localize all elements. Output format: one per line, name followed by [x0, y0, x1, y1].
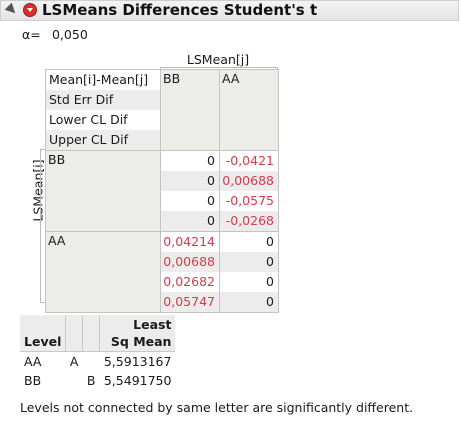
alpha-label: α= — [22, 27, 41, 42]
least-sq-mean-cell: 5,5913167 — [103, 354, 172, 369]
letter-cell: A — [69, 354, 79, 369]
corner-stat-label: Upper CL Dif — [46, 130, 160, 150]
column-header-cell: AA — [219, 69, 279, 151]
table-row: AA A 5,5913167 — [20, 352, 175, 372]
footnote: Levels not connected by same letter are … — [20, 400, 414, 415]
cell-value: 0,05747 — [161, 292, 219, 312]
column-header-cell: BB — [160, 69, 220, 151]
table-header-row: Mean[i]-Mean[j] Std Err Dif Lower CL Dif… — [45, 69, 279, 151]
level-cell: AA — [24, 354, 42, 369]
corner-stat-label: Mean[i]-Mean[j] — [49, 72, 149, 87]
cell-value: 0 — [220, 292, 278, 312]
cell-value: 0 — [161, 171, 219, 191]
level-cell: BB — [24, 373, 42, 388]
table-row: BB B 5,5491750 — [20, 371, 175, 390]
data-cell: 0,04214 0,00688 0,02682 0,05747 — [160, 231, 220, 313]
cell-value: 0,04214 — [163, 234, 215, 249]
letter-column-header — [65, 315, 83, 352]
corner-stat-label: Lower CL Dif — [49, 112, 128, 127]
column-header-label: LSMean[j] — [186, 52, 250, 67]
alpha-value: 0,050 — [52, 27, 88, 42]
row-header-bracket — [40, 149, 46, 303]
red-triangle-menu-icon[interactable] — [23, 3, 37, 17]
cell-value: 0 — [207, 153, 215, 168]
level-column-header: Level — [20, 315, 66, 352]
cell-value: 0,00688 — [220, 171, 278, 191]
connecting-letters-table: Level Least Sq Mean AA A 5,5913167 BB B … — [20, 315, 176, 390]
letter-cell — [83, 352, 100, 372]
least-label: Least — [133, 317, 172, 332]
table-row: AA 0,04214 0,00688 0,02682 0,05747 0 0 0… — [45, 231, 279, 313]
corner-stat-label: Std Err Dif — [46, 90, 160, 110]
table-header-row: Level Least Sq Mean — [20, 315, 176, 352]
cell-value: 0 — [207, 193, 215, 208]
letter-column-header — [82, 315, 100, 352]
data-cell: -0,0421 0,00688 -0,0575 -0,0268 — [219, 150, 279, 232]
corner-cell: Mean[i]-Mean[j] Std Err Dif Lower CL Dif… — [45, 69, 161, 151]
lsmeans-difference-table: Mean[i]-Mean[j] Std Err Dif Lower CL Dif… — [45, 69, 279, 313]
sq-mean-label: Sq Mean — [110, 334, 172, 349]
cell-value: -0,0421 — [225, 153, 274, 168]
letter-cell — [66, 371, 83, 390]
data-cell: 0 0 0 0 — [160, 150, 220, 232]
letter-cell: B — [86, 373, 96, 388]
cell-value: -0,0268 — [220, 211, 278, 231]
cell-value: 0,00688 — [161, 252, 219, 272]
least-sq-mean-column-header: Least Sq Mean — [99, 315, 176, 352]
report-title: LSMeans Differences Student's t — [42, 1, 318, 19]
cell-value: 0 — [266, 274, 274, 289]
cell-value: 0 — [161, 211, 219, 231]
table-row: BB 0 0 0 0 -0,0421 0,00688 -0,0575 -0,02… — [45, 150, 279, 232]
cell-value: 0 — [266, 234, 274, 249]
row-header-cell: AA — [45, 231, 161, 313]
cell-value: 0 — [220, 252, 278, 272]
cell-value: 0,02682 — [163, 274, 215, 289]
cell-value: -0,0575 — [225, 193, 274, 208]
least-sq-mean-cell: 5,5491750 — [103, 373, 172, 388]
report-title-bar — [0, 0, 459, 21]
row-header-cell: BB — [45, 150, 161, 232]
data-cell: 0 0 0 0 — [219, 231, 279, 313]
